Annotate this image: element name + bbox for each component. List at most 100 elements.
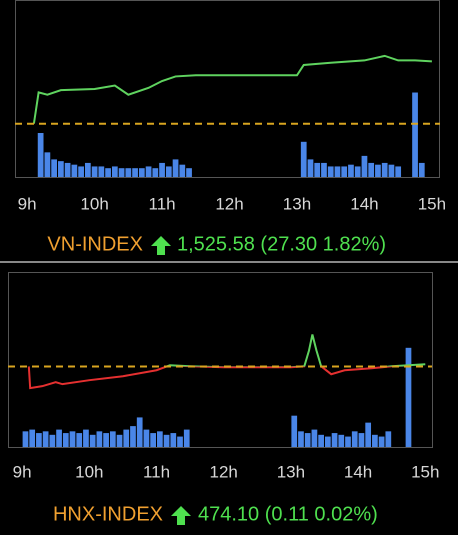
x-tick-label: 15h [418, 194, 446, 213]
volume-bar [334, 166, 341, 177]
volume-bar [179, 164, 186, 177]
x-tick-label: 13h [277, 462, 305, 481]
volume-bar [300, 141, 307, 177]
up-arrow [151, 236, 171, 255]
volume-bar [71, 164, 78, 177]
volume-bar [368, 162, 375, 177]
index-name: HNX-INDEX [53, 503, 163, 525]
volume-bar [111, 166, 118, 177]
volume-bar [163, 434, 170, 447]
index-line [27, 366, 406, 390]
volume-bar [96, 431, 103, 447]
x-tick-label: 10h [75, 462, 103, 481]
volume-bar [304, 433, 311, 447]
volume-bar [327, 166, 334, 177]
volume-bar [378, 436, 385, 447]
volume-bar [49, 434, 56, 447]
volume-bar [311, 429, 318, 447]
volume-bar [84, 162, 91, 177]
volume-bar [172, 159, 179, 177]
volume-bar [358, 433, 365, 447]
plot-frame [15, 0, 440, 178]
volume-bar [157, 431, 163, 447]
volume-bar [64, 162, 71, 177]
volume-bar [183, 429, 190, 447]
index-name: VN-INDEX [47, 233, 143, 255]
volume-bar [103, 433, 109, 447]
volume-bar [405, 347, 412, 447]
volume-bar [132, 168, 138, 177]
volume-bar [130, 426, 136, 447]
volume-bar [177, 436, 183, 447]
index-summary: 474.10 (0.11 0.02%) [198, 503, 378, 525]
volume-bar [372, 434, 378, 447]
volume-bar [361, 155, 368, 177]
volume-bar [78, 166, 84, 177]
volume-bar [365, 422, 372, 447]
volume-bar [341, 166, 348, 177]
volume-bar [36, 433, 42, 447]
volume-bar [105, 168, 111, 177]
volume-bar [22, 431, 29, 447]
x-tick-label: 13h [283, 194, 311, 213]
index-summary: 1,525.58 (27.30 1.82%) [177, 233, 386, 255]
x-tick-label: 15h [411, 462, 439, 481]
volume-bar [89, 434, 96, 447]
volume-bar [37, 133, 44, 177]
x-tick-label: 12h [215, 194, 243, 213]
volume-bar [138, 168, 145, 177]
volume-bar [91, 166, 98, 177]
volume-bar [331, 433, 338, 447]
x-tick-label: 14h [344, 462, 372, 481]
volume-bar [321, 162, 327, 177]
volume-bar [381, 162, 388, 177]
volume-bar [345, 436, 351, 447]
x-tick-label: 11h [149, 194, 176, 213]
volume-bar [145, 166, 152, 177]
volume-bar [385, 431, 392, 447]
volume-bar [388, 164, 395, 177]
volume-bar [170, 433, 177, 447]
volume-bar [395, 166, 402, 177]
volume-bar [354, 166, 361, 177]
volume-bar [42, 431, 49, 447]
volume-bar [123, 429, 130, 447]
volume-bar [109, 431, 116, 447]
volume-bar [418, 162, 425, 177]
volume-bar [58, 161, 64, 177]
volume-bar [29, 429, 36, 447]
volume-bar [136, 417, 143, 447]
volume-bar [125, 168, 132, 177]
volume-bar [98, 166, 105, 177]
volume-bar [159, 162, 165, 177]
volume-bar [76, 433, 83, 447]
x-tick-label: 12h [210, 462, 238, 481]
volume-bar [143, 429, 150, 447]
volume-bar [324, 436, 331, 447]
volume-bar [152, 168, 159, 177]
x-tick-label: 10h [80, 194, 108, 213]
volume-bar [291, 415, 298, 447]
volume-bar [62, 433, 69, 447]
volume-bar [351, 431, 358, 447]
volume-bar [83, 429, 89, 447]
volume-bar [150, 433, 156, 447]
volume-bar [44, 152, 51, 177]
x-tick-label: 9h [18, 194, 37, 213]
volume-bar [375, 164, 381, 177]
volume-bar [338, 434, 345, 447]
volume-bar [412, 92, 418, 177]
volume-bar [69, 431, 76, 447]
volume-bar [307, 159, 314, 177]
volume-bar [348, 164, 354, 177]
volume-bar [314, 162, 321, 177]
volume-bar [56, 429, 62, 447]
volume-bar [318, 434, 324, 447]
volume-bar [118, 168, 125, 177]
volume-bar [165, 166, 172, 177]
volume-bar [51, 159, 57, 177]
x-tick-label: 11h [143, 462, 170, 481]
volume-bar [116, 434, 123, 447]
index-line [32, 54, 432, 124]
